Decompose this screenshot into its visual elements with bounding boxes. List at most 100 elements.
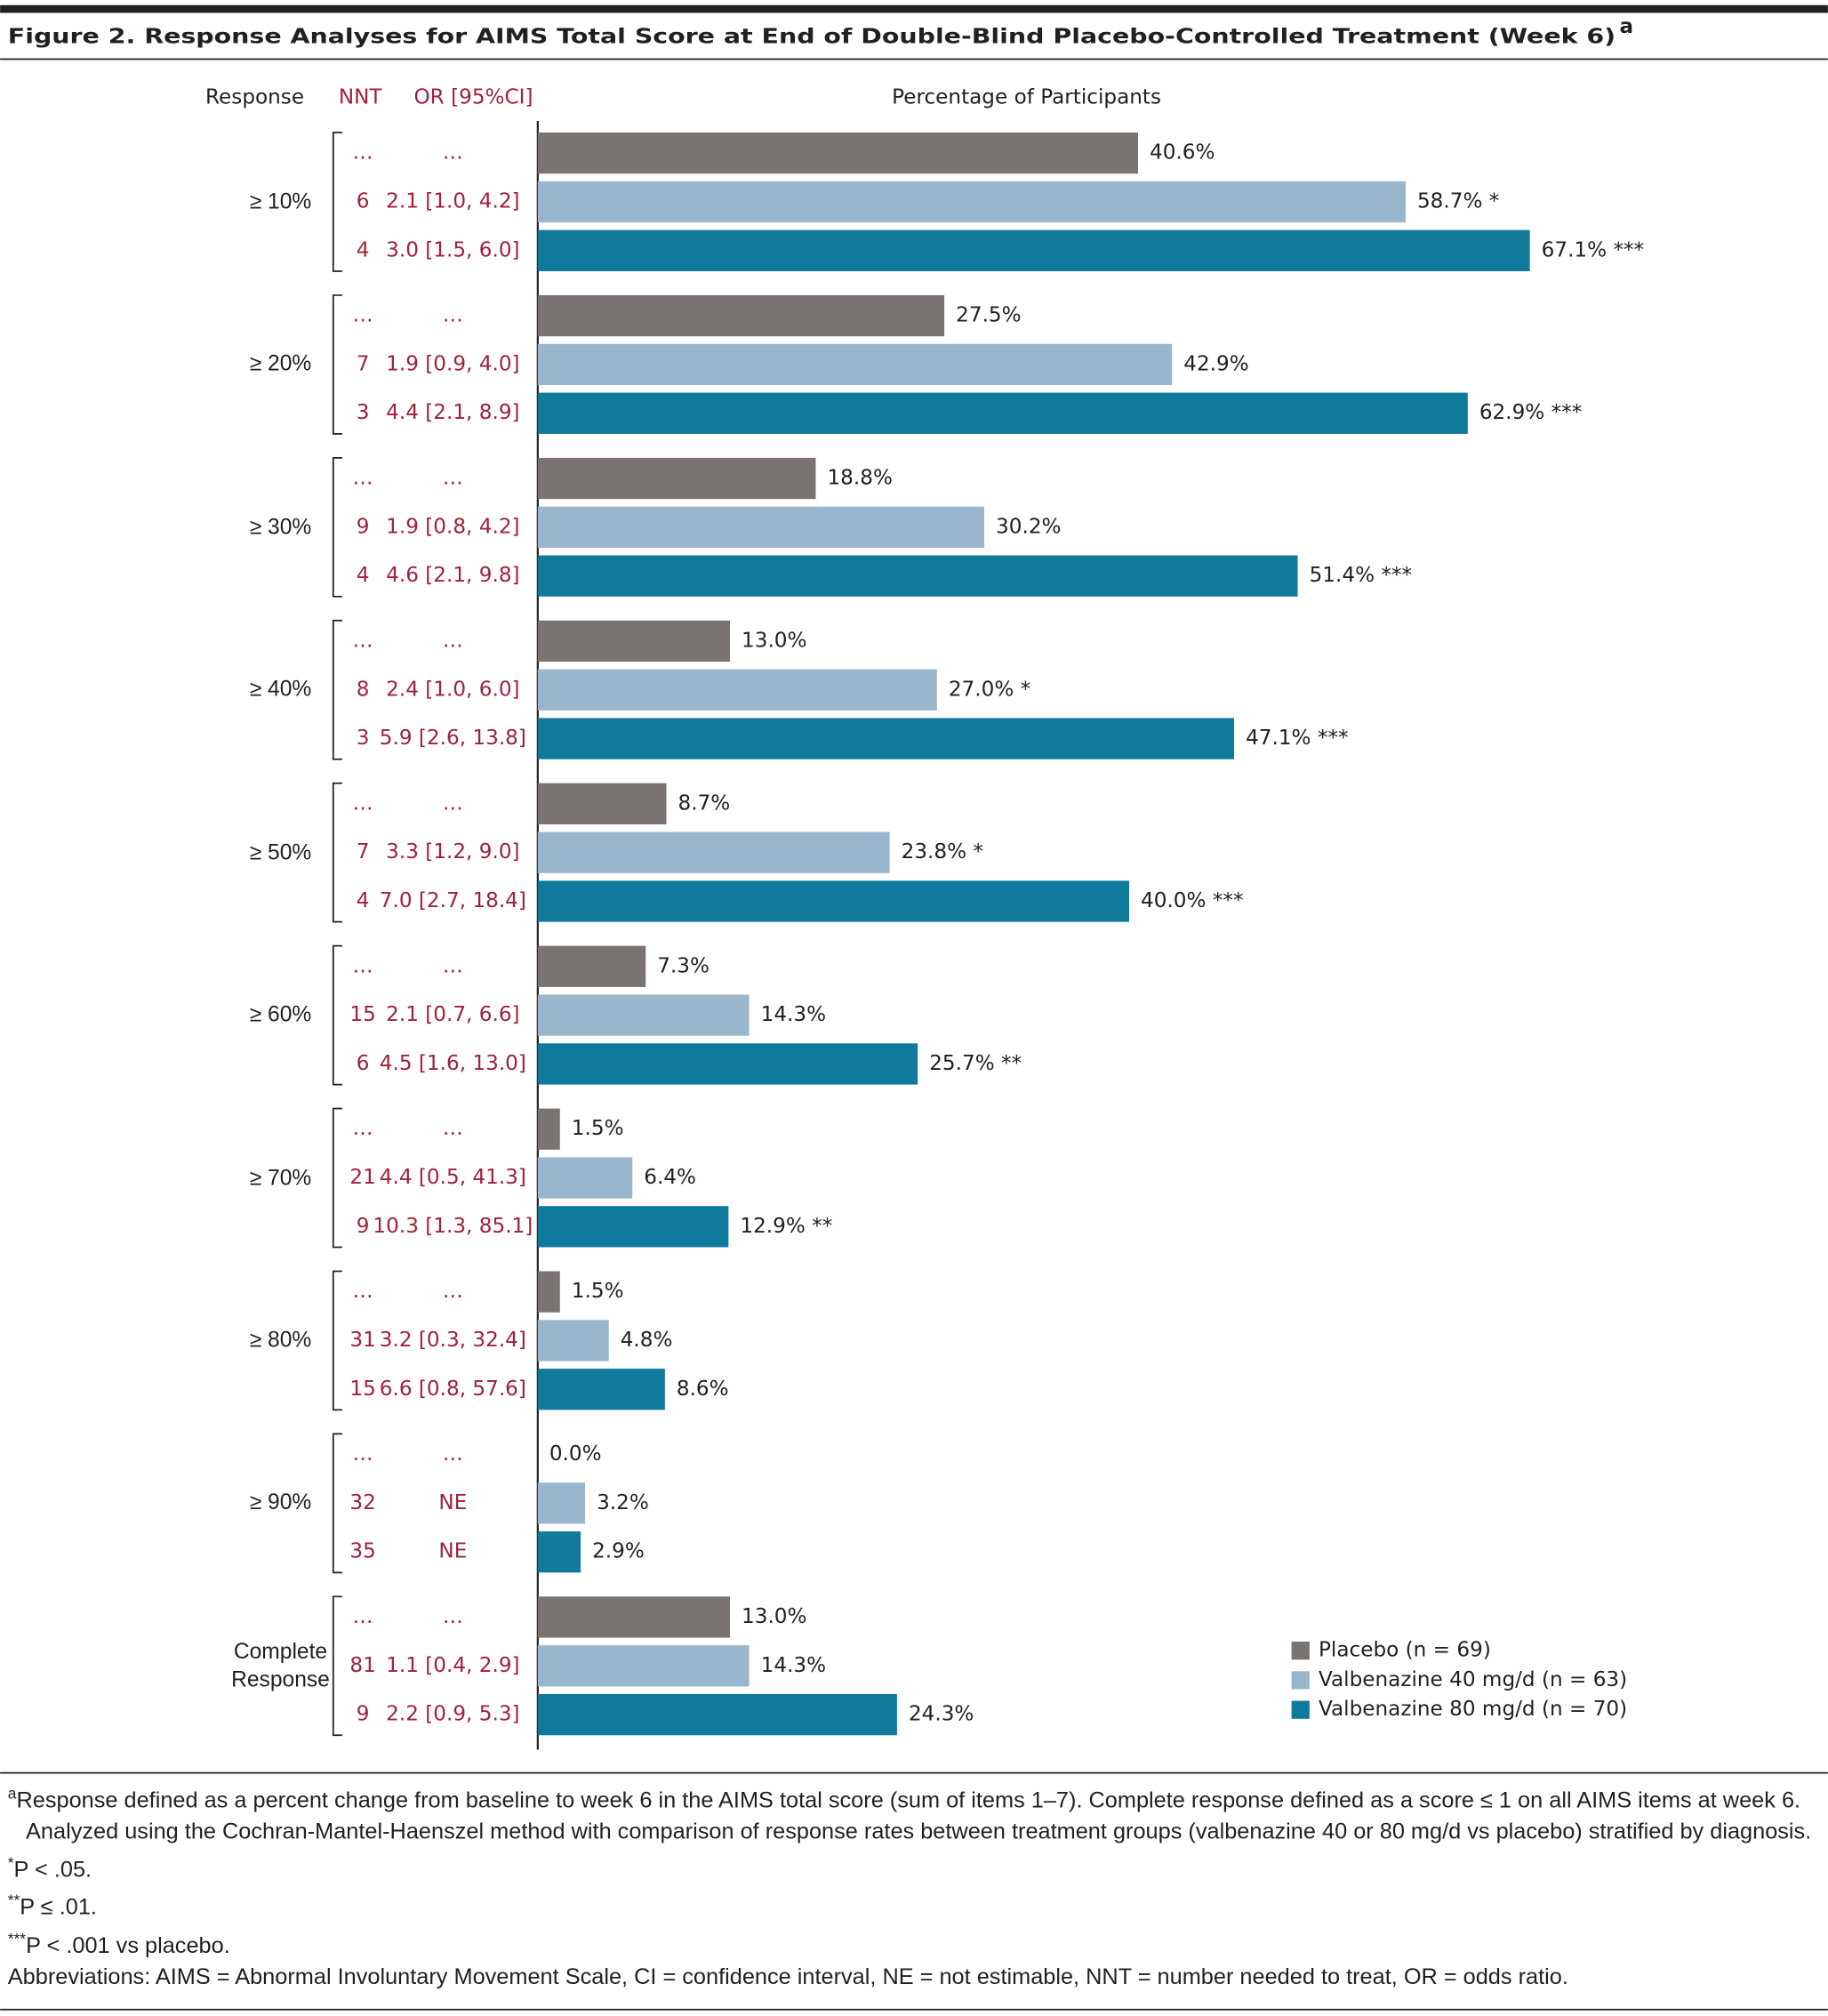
or-value: 4.4 [0.5, 41.3] xyxy=(380,1166,526,1189)
group-bracket xyxy=(332,132,342,272)
group-bracket xyxy=(332,782,342,923)
or-value: 1.9 [0.8, 4.2] xyxy=(386,515,519,538)
or-value: 2.4 [1.0, 6.0] xyxy=(386,678,519,701)
nnt-value: … xyxy=(353,629,373,652)
value-label: 1.5% xyxy=(572,1280,624,1303)
nnt-value: … xyxy=(353,304,373,327)
or-value: 2.2 [0.9, 5.3] xyxy=(386,1703,519,1726)
bar xyxy=(537,945,646,987)
value-label: 7.3% xyxy=(657,954,710,977)
value-label: 14.3% xyxy=(761,1003,826,1026)
nnt-value: … xyxy=(353,1442,373,1466)
legend-label: Placebo (n = 69) xyxy=(1319,1639,1491,1662)
or-value: 3.0 [1.5, 6.0] xyxy=(386,238,519,261)
group-bracket xyxy=(332,944,342,1086)
value-label: 8.7% xyxy=(678,791,731,815)
footnote-mark: ** xyxy=(7,1892,20,1910)
value-label: 18.8% xyxy=(827,467,892,490)
value-label: 51.4% *** xyxy=(1310,564,1413,587)
nnt-value: … xyxy=(353,467,373,490)
nnt-value: 4 xyxy=(357,889,370,912)
value-label: 13.0% xyxy=(742,629,806,652)
category-label: ≥ 20% xyxy=(249,351,312,376)
category-label-box: ≥ 50% xyxy=(249,839,312,864)
value-label: 27.5% xyxy=(956,304,1021,327)
value-label: 1.5% xyxy=(572,1117,624,1140)
bar xyxy=(537,1157,633,1199)
category-label: ≥ 10% xyxy=(249,189,312,213)
or-value: 3.3 [1.2, 9.0] xyxy=(386,840,519,863)
nnt-value: … xyxy=(353,1117,373,1140)
bar xyxy=(537,1320,609,1361)
nnt-value: 15 xyxy=(349,1003,375,1026)
category-label-box: ≥ 10% xyxy=(249,189,312,213)
bar xyxy=(537,994,750,1036)
value-label: 8.6% xyxy=(677,1377,729,1401)
or-value: … xyxy=(443,467,463,490)
or-value: … xyxy=(443,954,463,977)
bar xyxy=(537,1596,731,1638)
bar xyxy=(537,294,945,337)
bar xyxy=(537,343,1173,386)
category-label-box: ≥ 60% xyxy=(250,1002,312,1026)
bar xyxy=(537,555,1298,597)
value-label: 2.9% xyxy=(592,1540,645,1563)
value-label: 14.3% xyxy=(761,1654,826,1677)
nnt-value: 4 xyxy=(357,564,370,587)
bar xyxy=(537,181,1406,223)
or-value: 7.0 [2.7, 18.4] xyxy=(380,889,526,912)
nnt-value: 8 xyxy=(357,678,370,701)
value-label: 62.9% *** xyxy=(1479,401,1583,424)
legend-swatch xyxy=(1291,1700,1310,1719)
category-label: ≥ 30% xyxy=(249,514,312,539)
category-label: ≥ 50% xyxy=(249,839,312,864)
footnote-text: Abbreviations: AIMS = Abnormal Involunta… xyxy=(7,1964,1568,1990)
nnt-value: 3 xyxy=(357,727,370,750)
bar xyxy=(537,1369,665,1410)
bar xyxy=(537,1043,918,1085)
bar xyxy=(537,1271,560,1313)
value-label: 40.0% *** xyxy=(1141,889,1244,912)
category-label: Complete Response xyxy=(231,1638,330,1692)
or-value: 1.9 [0.9, 4.0] xyxy=(386,352,519,375)
nnt-value: 9 xyxy=(357,1215,370,1238)
or-value: 2.1 [0.7, 6.6] xyxy=(386,1003,519,1026)
bar xyxy=(537,133,1138,174)
nnt-value: … xyxy=(353,141,373,165)
nnt-value: 7 xyxy=(357,352,370,375)
or-value: NE xyxy=(438,1491,467,1514)
or-value: … xyxy=(443,791,463,815)
nnt-value: 31 xyxy=(349,1329,375,1352)
top-rule xyxy=(0,4,1828,13)
value-label: 27.0% * xyxy=(949,678,1030,701)
bar xyxy=(537,620,731,663)
footnotes: aResponse defined as a percent change fr… xyxy=(8,1778,1824,1992)
footnote-text: P ≤ .01. xyxy=(20,1893,97,1920)
bar xyxy=(537,718,1235,759)
value-label: 6.4% xyxy=(644,1166,696,1189)
or-value: … xyxy=(443,629,463,652)
or-value: 10.3 [1.3, 85.1] xyxy=(373,1215,533,1238)
or-value: … xyxy=(443,1442,463,1466)
legend-swatch xyxy=(1291,1642,1310,1660)
value-label: 47.1% *** xyxy=(1246,727,1349,750)
value-label: 23.8% * xyxy=(902,840,983,863)
value-label: 67.1% *** xyxy=(1542,238,1645,261)
nnt-value: 6 xyxy=(357,1052,370,1075)
or-value: 5.9 [2.6, 13.8] xyxy=(380,727,526,750)
nnt-value: 6 xyxy=(357,189,370,213)
footnotes-box: aResponse defined as a percent change fr… xyxy=(8,1778,1824,1992)
chart-title: Figure 2. Response Analyses for AIMS Tot… xyxy=(8,25,1616,48)
nnt-value: 4 xyxy=(357,238,370,261)
footnote-text: P < .05. xyxy=(13,1856,92,1883)
header-or: OR [95%CI] xyxy=(413,85,533,108)
nnt-value: 32 xyxy=(349,1491,375,1514)
value-label: 40.6% xyxy=(1150,141,1215,165)
nnt-value: 3 xyxy=(357,401,370,424)
nnt-value: … xyxy=(353,954,373,977)
group-bracket xyxy=(332,294,342,435)
category-label-box: ≥ 30% xyxy=(249,514,312,539)
or-value: … xyxy=(443,141,463,165)
or-value: 6.6 [0.8, 57.6] xyxy=(380,1377,526,1401)
